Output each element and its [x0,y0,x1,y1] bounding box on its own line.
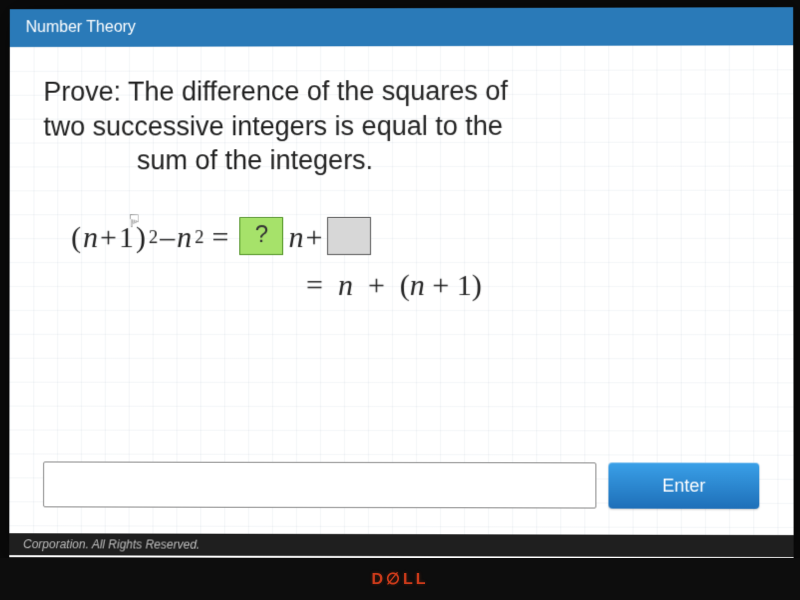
answer-input[interactable] [43,461,596,508]
content-area: Prove: The difference of the squares of … [9,45,793,535]
paren-open: ( [71,214,81,262]
monitor-brand-logo: D∅LL [371,569,428,589]
exponent-2a: 2 [149,223,158,253]
plus-2: + [306,214,323,262]
prompt-line-1: Prove: The difference of the squares of [43,73,759,109]
monitor-frame: Number Theory Prove: The difference of t… [0,0,800,600]
exponent-2b: 2 [195,223,204,253]
equation: ( n + 1 ) 2 – n 2 = ? n + [71,213,759,309]
minus: – [160,214,175,262]
equation-line-2: = n + (n + 1) [306,262,759,310]
app-window: Number Theory Prove: The difference of t… [9,7,793,559]
blank-qmark: ? [255,217,268,255]
footer-text: Corporation. All Rights Reserved. [23,537,200,551]
prompt-line-3: sum of the integers. [43,143,759,178]
blank-constant[interactable] [327,217,371,255]
equation-line-2-text: = n + (n + 1) [306,262,482,310]
footer-bar: Corporation. All Rights Reserved. [9,533,793,557]
answer-row: Enter [43,461,759,516]
var-n: n [83,214,98,262]
enter-button[interactable]: Enter [608,462,759,508]
equals-1: = [212,214,229,262]
const-1: 1 [119,214,134,262]
paren-close: ) [136,214,146,262]
var-n-3: n [289,214,304,262]
header-bar: Number Theory [10,7,793,47]
var-n-2: n [177,214,192,262]
monitor-bezel: D∅LL [0,558,800,600]
page-title: Number Theory [26,19,136,36]
plus-1: + [100,214,117,262]
problem-prompt: Prove: The difference of the squares of … [43,73,759,178]
blank-coefficient-active[interactable]: ? [240,217,284,255]
equation-line-1: ( n + 1 ) 2 – n 2 = ? n + [71,213,759,261]
prompt-line-2: two successive integers is equal to the [43,108,759,144]
